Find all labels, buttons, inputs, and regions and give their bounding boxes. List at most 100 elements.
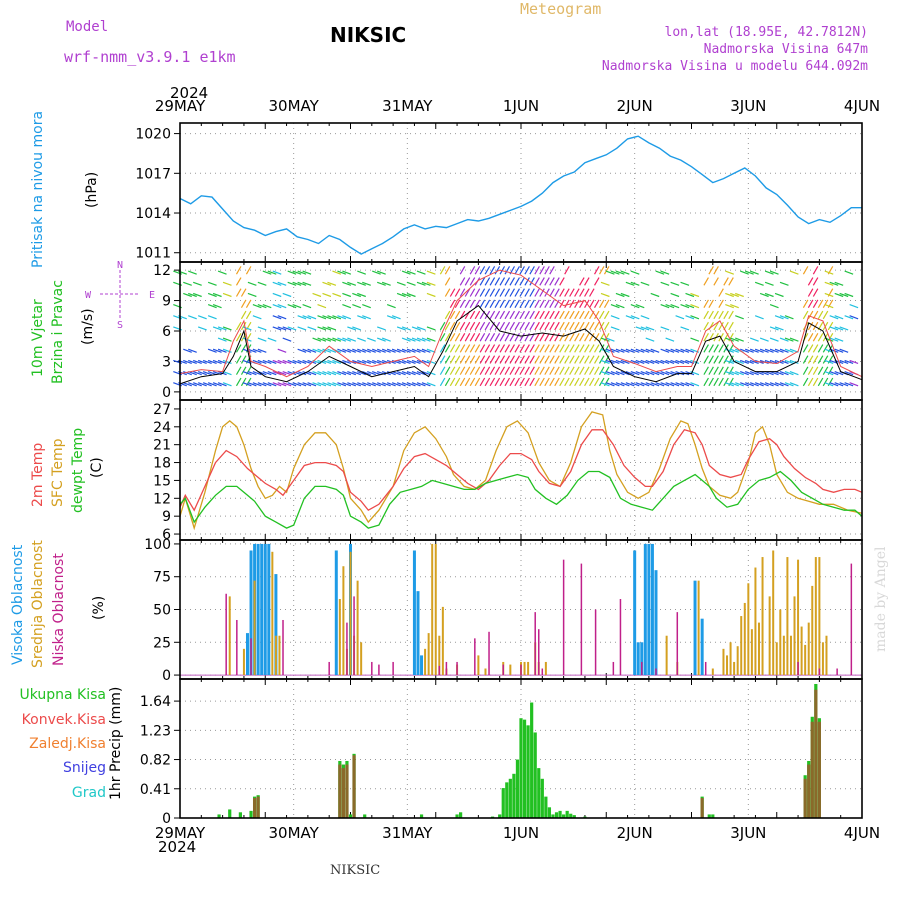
temperature-ytick-label: 21 <box>153 438 171 454</box>
wind-barb <box>724 345 729 353</box>
wind-barb <box>318 305 326 308</box>
wind-barb <box>535 289 540 297</box>
wind-barb <box>709 367 714 375</box>
wind-barb <box>505 345 510 353</box>
wind-barb <box>515 278 520 286</box>
footer-station: NIKSIC <box>330 863 380 878</box>
wind-barb <box>560 378 565 386</box>
wind-barb <box>342 293 350 296</box>
wind-barb <box>241 345 246 353</box>
pressure-unit: (hPa) <box>84 172 100 208</box>
wind-barb <box>560 333 565 341</box>
compass-n-label: N <box>117 260 123 271</box>
wind-barb <box>570 333 575 341</box>
wind-barb <box>601 293 609 296</box>
pressure-ytick-label: 1014 <box>135 206 171 222</box>
wind-barb <box>500 333 505 341</box>
wind-barb <box>651 293 659 296</box>
wind-barb <box>823 356 828 364</box>
low-cloud-bar <box>353 596 355 675</box>
wind-barb <box>555 356 560 364</box>
legend-snow: Snijeg <box>63 760 106 776</box>
wind-barb <box>755 282 763 285</box>
cloud-mid-label: Srednja Oblacnost <box>30 540 46 668</box>
wind-barb <box>565 345 570 353</box>
wind-barb <box>475 311 480 319</box>
wind-barb <box>540 367 545 375</box>
mid-cloud-bar <box>278 636 280 675</box>
wind-barb <box>604 322 609 330</box>
wind-barb <box>485 289 490 297</box>
wind-barb <box>585 311 590 319</box>
wind-barb <box>510 367 514 375</box>
wind-barb <box>241 367 246 375</box>
convective-rain-bar <box>345 765 348 818</box>
convective-rain-bar <box>701 798 704 818</box>
wind-barb <box>357 271 365 274</box>
mid-cloud-bar <box>275 636 277 675</box>
mid-cloud-bar <box>772 550 774 675</box>
low-cloud-bar <box>595 610 597 676</box>
wind-barb <box>671 282 679 285</box>
wind-barb <box>681 327 689 330</box>
wind-barb <box>585 367 590 375</box>
wind-barb <box>550 378 555 386</box>
mid-cloud-bar <box>825 636 827 675</box>
wind-barb <box>565 311 570 319</box>
wind-barb <box>460 333 465 341</box>
low-cloud-bar <box>542 669 544 676</box>
temperature-ytick-label: 27 <box>153 402 171 418</box>
cloud-ytick-label: 25 <box>153 635 171 651</box>
wind-barb <box>188 316 196 319</box>
year-top: 2024 <box>170 84 208 102</box>
wind-barb <box>555 311 560 319</box>
wind-barb <box>236 278 241 286</box>
high-cloud-bar <box>264 544 267 675</box>
mid-cloud-bar <box>527 662 529 675</box>
wind-barb <box>803 378 808 386</box>
wind-barb <box>440 266 445 274</box>
convective-rain-bar <box>253 798 256 818</box>
mid-cloud-bar <box>524 662 526 675</box>
wind-barb <box>595 367 600 375</box>
wind-barb <box>790 271 798 274</box>
low-cloud-bar <box>620 599 622 675</box>
wind-barb <box>714 266 719 274</box>
wind-barb <box>530 311 535 319</box>
mid-cloud-bar <box>822 642 824 675</box>
wind-barb <box>704 345 709 353</box>
wind-barb <box>540 322 545 330</box>
wind-barb <box>770 338 778 341</box>
wind-barb <box>671 293 679 296</box>
wind-barb <box>475 367 480 375</box>
wind-barb <box>808 333 813 341</box>
x-label-top: 3JUN <box>730 97 766 115</box>
wind-barb <box>480 367 485 375</box>
wind-barb <box>631 271 639 274</box>
wind-barb <box>601 282 609 285</box>
wind-barb <box>585 345 590 353</box>
wind-barb <box>560 311 565 319</box>
high-cloud-bar <box>246 633 249 675</box>
wind-barb <box>580 311 585 319</box>
x-label-bottom: 30MAY <box>269 824 320 842</box>
wind-barb <box>500 289 505 297</box>
wind-barb <box>590 289 595 297</box>
wind-barb <box>704 378 709 386</box>
wind-barb <box>585 356 590 364</box>
mid-cloud-bar <box>818 557 820 675</box>
wind-barb <box>641 282 649 285</box>
wind-barb <box>560 278 565 286</box>
wind-barb <box>808 311 813 319</box>
wind-barb <box>500 367 505 375</box>
convective-rain-bar <box>811 722 814 818</box>
wind-barb <box>714 356 719 364</box>
total-rain-bar <box>541 779 544 818</box>
wind-barb <box>575 378 580 386</box>
wind-barb <box>691 338 699 341</box>
wind-barb <box>565 378 570 386</box>
low-cloud-bar <box>488 632 490 675</box>
wind-barb <box>515 367 520 375</box>
wind-barb <box>480 378 485 386</box>
wind-barb <box>475 356 480 364</box>
